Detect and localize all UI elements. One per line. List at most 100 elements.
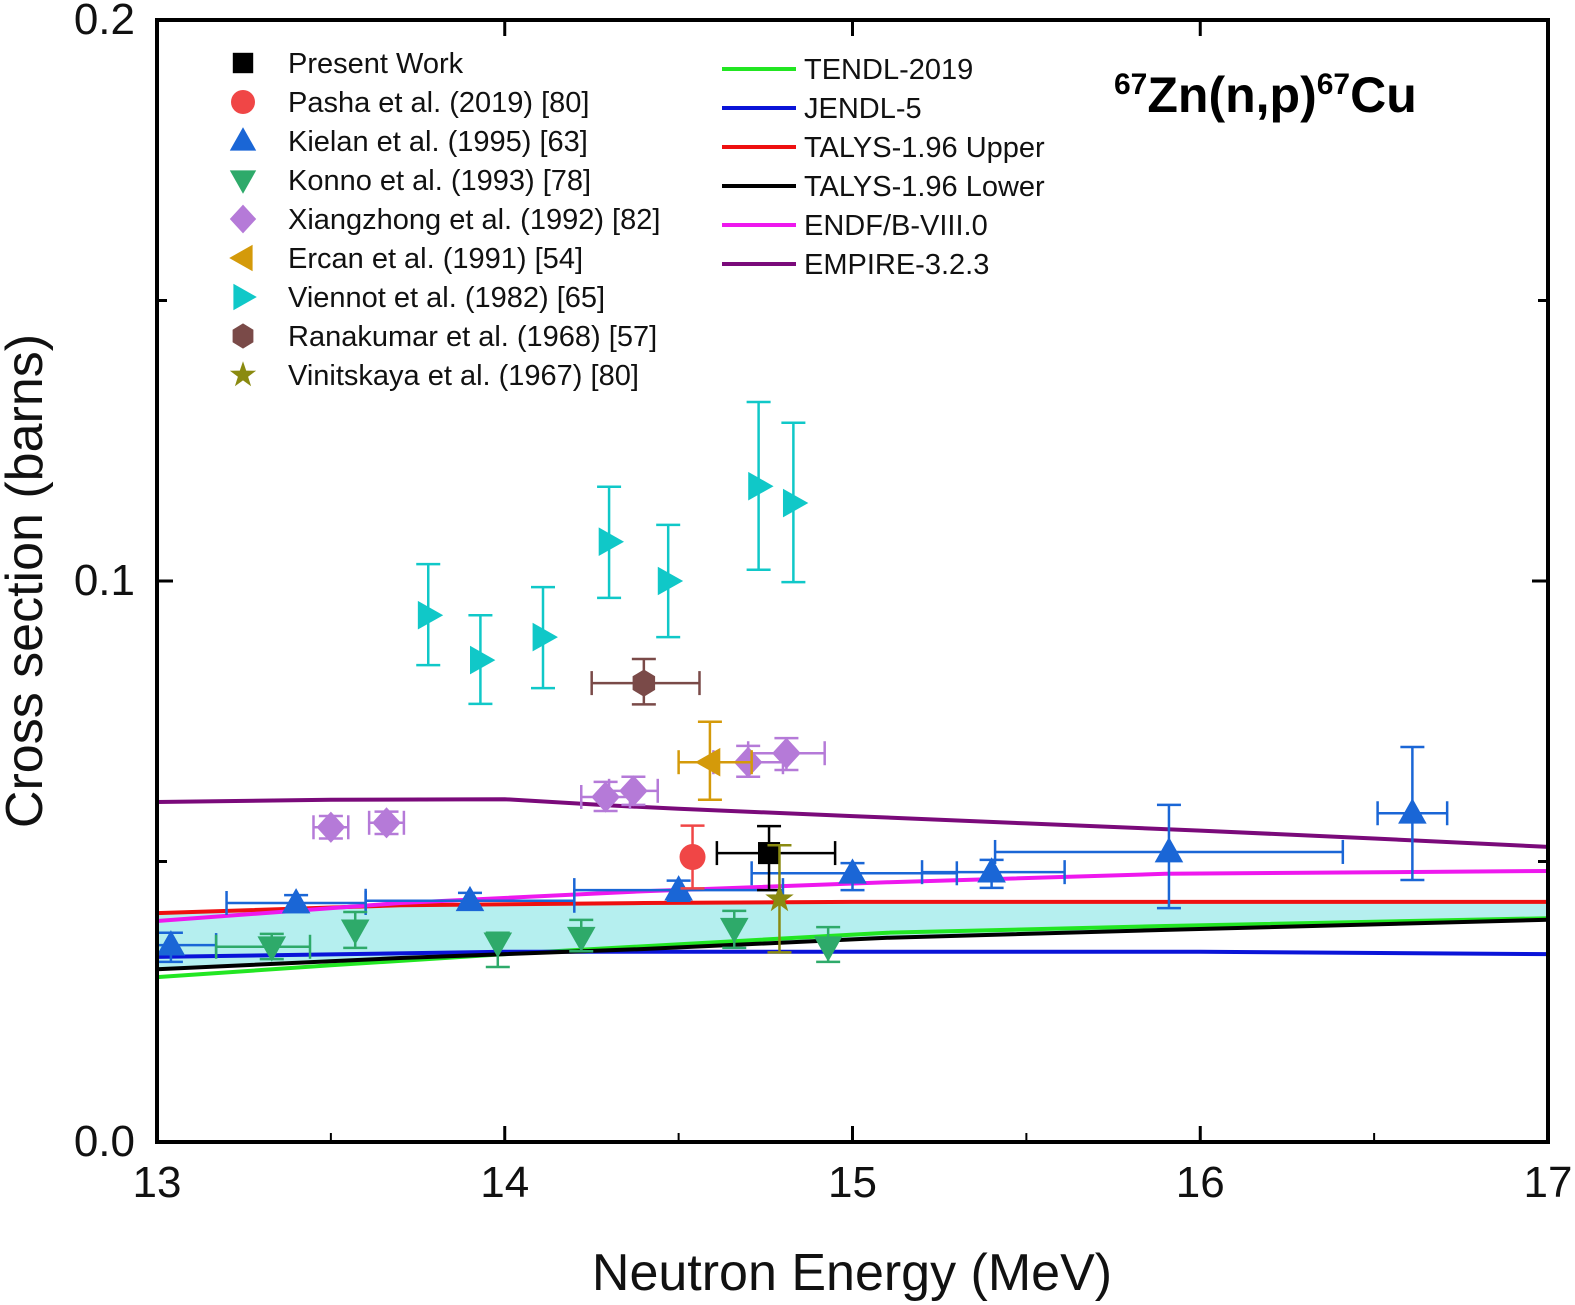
legend-marker-circle-icon [231, 90, 255, 114]
legend-item-konno-et-al-1993-78: Konno et al. (1993) [78] [229, 165, 591, 197]
series-kielan-et-al-1995-63 [155, 745, 1449, 964]
legend-item-jendl-5: JENDL-5 [722, 93, 922, 125]
legend-label: Present Work [288, 48, 464, 80]
x-tick-label: 16 [1176, 1158, 1225, 1207]
legend-item-talys-1-96-upper: TALYS-1.96 Upper [722, 132, 1045, 164]
legend-label: TENDL-2019 [804, 54, 973, 86]
data-point [566, 926, 596, 953]
legend-marker-hexagon-icon [232, 323, 254, 349]
x-axis-label: Neutron Energy (MeV) [592, 1244, 1112, 1302]
legend-item-pasha-et-al-2019-80: Pasha et al. (2019) [80] [231, 87, 589, 119]
x-tick-labels: 13 14 15 16 17 [133, 1158, 1573, 1207]
reaction-title: 67Zn(n,p)67Cu [1114, 67, 1417, 123]
data-point [813, 936, 843, 962]
title-target-mass: 67 [1114, 68, 1147, 101]
y-tick-labels: 0.0 0.1 0.2 [74, 0, 135, 1166]
title-product: Cu [1350, 67, 1417, 123]
title-reaction: Zn(n,p) [1147, 67, 1316, 123]
data-point [598, 527, 625, 557]
legend-evaluations: TENDL-2019 JENDL-5 TALYS-1.96 Upper TALYS-1… [722, 54, 1045, 281]
data-point [470, 645, 496, 675]
legend-label: EMPIRE-3.2.3 [804, 249, 989, 281]
data-point [757, 842, 781, 865]
data-point [316, 811, 346, 843]
data-point [632, 669, 656, 697]
legend-marker-star-icon [229, 361, 257, 387]
data-point [455, 885, 485, 912]
data-point [483, 932, 513, 958]
series-viennot-et-al-1982-65 [416, 400, 809, 706]
x-tick-label: 13 [133, 1158, 182, 1207]
data-point [664, 875, 693, 901]
data-point [340, 919, 370, 945]
y-tick-label: 0.0 [74, 1117, 135, 1166]
title-product-mass: 67 [1317, 68, 1350, 101]
x-tick-label: 17 [1524, 1158, 1573, 1207]
curve-talys-1-96-lower [156, 917, 1549, 972]
legend-item-kielan-et-al-1995-63: Kielan et al. (1995) [63] [229, 126, 588, 158]
legend-item-endf-b-viii-0: ENDF/B-VIII.0 [722, 210, 988, 242]
legend-item-talys-1-96-lower: TALYS-1.96 Lower [722, 171, 1045, 203]
legend-item-tendl-2019: TENDL-2019 [722, 54, 973, 86]
axis-ticks [155, 18, 1550, 1144]
curve-jendl-5 [156, 949, 1549, 959]
y-axis-label: Cross section (barns) [0, 334, 54, 828]
data-point [372, 807, 401, 839]
y-tick-label: 0.2 [74, 0, 135, 44]
data-point [679, 844, 706, 871]
data-point [1398, 798, 1427, 824]
legend-label: Konno et al. (1993) [78] [288, 165, 591, 197]
legend-label: JENDL-5 [804, 93, 922, 125]
y-tick-label: 0.1 [74, 556, 135, 605]
data-point [694, 747, 721, 777]
data-point [782, 488, 809, 518]
data-point [772, 737, 801, 769]
legend-item-present-work: Present Work [232, 48, 464, 80]
legend-item-ercan-et-al-1991-54: Ercan et al. (1991) [54] [229, 243, 583, 275]
legend-marker-triangle-right-icon [233, 283, 257, 311]
legend-label: Vinitskaya et al. (1967) [80] [288, 360, 639, 392]
legend-item-viennot-et-al-1982-65: Viennot et al. (1982) [65] [233, 282, 605, 314]
data-point [417, 600, 444, 630]
data-point [591, 781, 620, 813]
data-point [532, 622, 558, 652]
data-point [619, 775, 648, 807]
legend-label: Viennot et al. (1982) [65] [288, 282, 605, 314]
legend-marker-triangle-left-icon [229, 244, 253, 272]
data-point [748, 471, 774, 501]
legend-label: Ercan et al. (1991) [54] [288, 243, 583, 275]
legend-item-empire-3-2-3: EMPIRE-3.2.3 [722, 249, 989, 281]
legend-marker-square-icon [232, 52, 254, 74]
legend-label: TALYS-1.96 Upper [804, 132, 1045, 164]
series-pasha-et-al-2019-80 [679, 824, 706, 890]
evaluation-curves [156, 797, 1549, 980]
legend-label: Pasha et al. (2019) [80] [288, 87, 589, 119]
legend-marker-triangle-up-icon [229, 127, 257, 151]
data-point [657, 566, 684, 596]
data-point [156, 930, 186, 956]
data-point [838, 858, 867, 884]
data-point [719, 917, 749, 944]
x-tick-label: 15 [828, 1158, 877, 1207]
data-point [1154, 837, 1184, 863]
data-point [257, 936, 287, 962]
series-ranakumar-et-al-1968-57 [590, 657, 701, 706]
legend-marker-triangle-down-icon [229, 170, 257, 194]
data-point [765, 884, 794, 912]
legend-item-xiangzhong-et-al-1992-82: Xiangzhong et al. (1992) [82] [229, 204, 660, 236]
legend-label: ENDF/B-VIII.0 [804, 210, 988, 242]
curve-empire-3-2-3 [156, 797, 1549, 849]
legend-item-ranakumar-et-al-1968-57: Ranakumar et al. (1968) [57] [232, 321, 657, 353]
curve-endf-b-viii-0 [156, 869, 1549, 923]
series-vinitskaya-et-al-1967-80 [765, 843, 794, 954]
legend-marker-diamond-icon [229, 204, 257, 234]
data-point [977, 857, 1006, 883]
x-tick-label: 14 [480, 1158, 529, 1207]
legend-label: Xiangzhong et al. (1992) [82] [288, 204, 660, 236]
legend-experimental: Present Work Pasha et al. (2019) [80] Kiel… [229, 48, 660, 392]
legend-label: Kielan et al. (1995) [63] [288, 126, 588, 158]
series-ercan-et-al-1991-54 [677, 720, 753, 802]
series-xiangzhong-et-al-1992-82 [312, 736, 826, 843]
experimental-points [155, 400, 1449, 969]
